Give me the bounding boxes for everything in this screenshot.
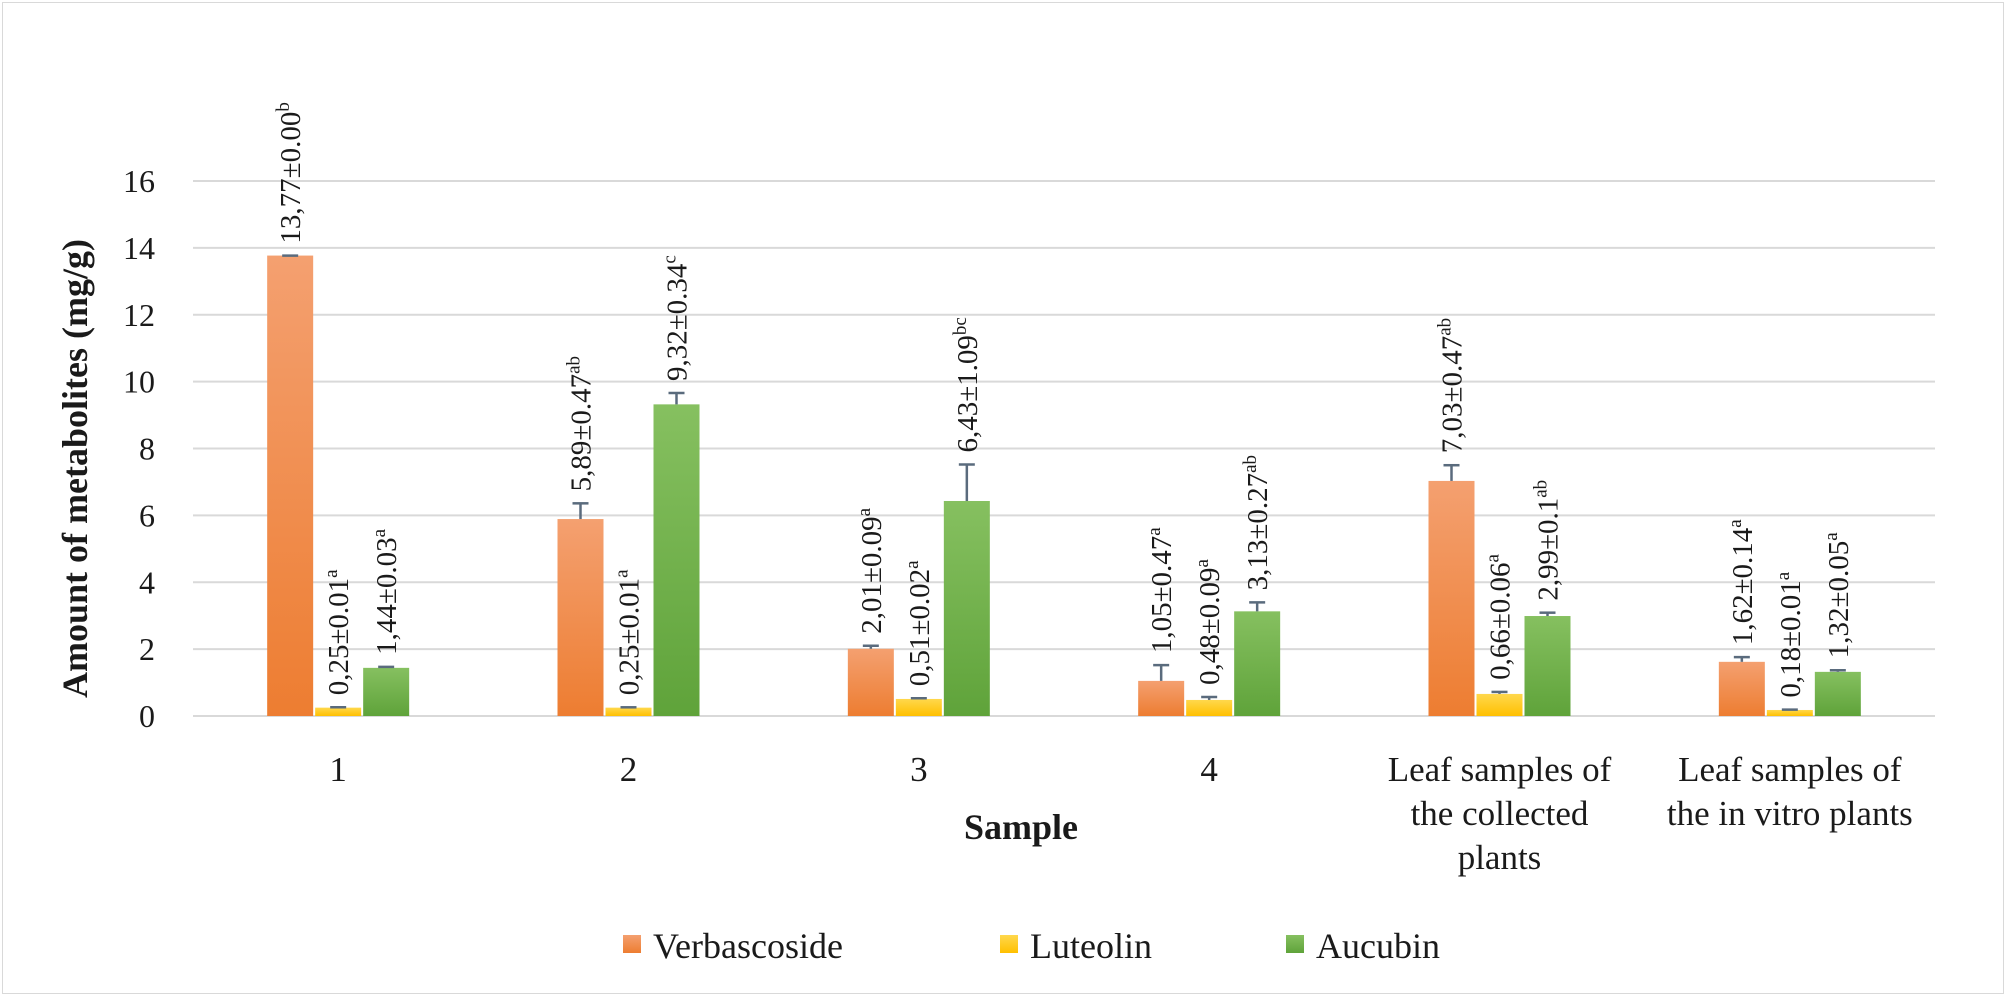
y-tick-label: 14 [123,230,155,266]
x-axis-categories: 1 2 3 4 Leaf samples of the collected plants Le… [329,750,1912,877]
data-label: 13,77±0.00b [273,102,307,243]
x-category-label: 3 [910,750,928,789]
y-tick-label: 0 [139,698,155,734]
x-category-label: 2 [620,750,638,789]
x-category-label: Leaf samples of the collected plants [1388,750,1612,877]
y-tick-label: 8 [139,431,155,467]
x-category-label: 4 [1200,750,1218,789]
data-label: 1,32±0.05a [1821,532,1855,658]
data-label: 1,44±0.03a [369,528,403,654]
y-axis-ticks: 0 2 4 6 8 10 12 14 16 [123,163,155,734]
data-label: 1,62±0.14a [1725,519,1759,645]
y-tick-label: 16 [123,163,155,199]
bar-luteolin-5 [1476,693,1523,716]
data-label: 2,01±0.09a [854,507,888,633]
bar-luteolin-2 [605,707,652,716]
bar-luteolin-4 [1186,699,1233,716]
x-axis-title: Sample [964,807,1078,847]
data-label: 0,18±0.01a [1773,571,1807,697]
bar-verbascoside-6 [1718,661,1765,716]
data-label: 3,13±0.27ab [1240,455,1274,590]
legend-swatch-verbascoside [623,935,641,953]
y-tick-label: 10 [123,364,155,400]
bar-verbascoside-5 [1428,480,1475,716]
data-label: 7,03±0.47ab [1435,318,1469,453]
data-label: 0,66±0.06a [1483,554,1517,680]
legend-swatch-aucubin [1286,935,1304,953]
y-tick-label: 6 [139,497,155,533]
bar-aucubin-2 [653,404,700,716]
bar-aucubin-3 [943,500,990,716]
data-label: 0,25±0.01a [321,569,355,695]
data-label: 0,51±0.02a [902,560,936,686]
error-bars [282,254,1846,711]
bar-aucubin-4 [1234,611,1281,716]
legend-label-luteolin: Luteolin [1030,926,1152,966]
legend-label-verbascoside: Verbascoside [653,926,843,966]
bar-aucubin-1 [363,667,410,716]
bar-luteolin-1 [315,707,362,716]
bar-verbascoside-1 [267,255,314,717]
y-tick-label: 4 [139,564,155,600]
data-label: 2,99±0.1ab [1531,480,1565,601]
data-label: 0,48±0.09a [1192,559,1226,685]
data-label: 1,05±0.47a [1144,527,1178,653]
y-tick-label: 2 [139,631,155,667]
bar-luteolin-3 [895,698,942,716]
y-tick-label: 12 [123,297,155,333]
bar-aucubin-5 [1524,616,1571,716]
bar-luteolin-6 [1766,709,1813,716]
bar-aucubin-6 [1814,671,1861,716]
legend: Verbascoside Luteolin Aucubin [623,926,1440,966]
data-label: 5,89±0.47ab [564,356,598,491]
y-axis-title: Amount of metabolites (mg/g) [55,239,95,698]
data-label: 6,43±1.09bc [950,317,984,452]
data-labels: 13,77±0.00b 0,25±0.01a 1,44±0.03a 5,89±0.47… [273,102,1855,698]
data-label: 0,25±0.01a [612,569,646,695]
legend-label-aucubin: Aucubin [1316,926,1440,966]
legend-swatch-luteolin [1000,935,1018,953]
x-category-label: 1 [329,750,347,789]
bar-verbascoside-4 [1138,680,1185,716]
bars [267,255,1861,717]
data-label: 9,32±0.34c [660,255,694,381]
bar-verbascoside-2 [557,519,604,716]
x-category-label: Leaf samples of the in vitro plants [1667,750,1913,833]
bar-verbascoside-3 [847,648,894,716]
gridlines [193,180,1935,717]
